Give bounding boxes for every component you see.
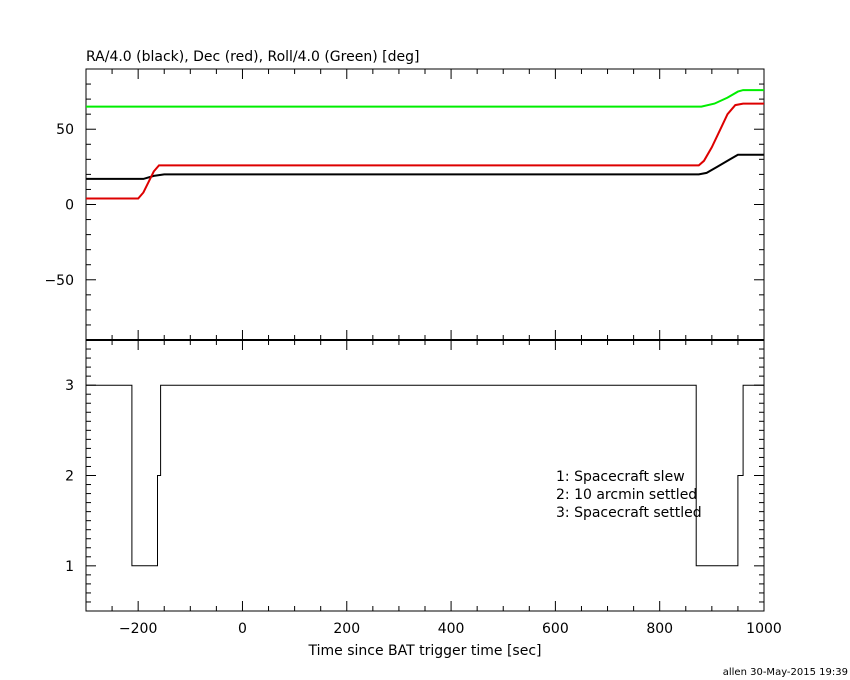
bottom-ticks: 1 2 3 −200 0 200 400 600 800 1000 xyxy=(65,339,782,637)
y-tick-label: 2 xyxy=(65,469,74,485)
x-tick-label: −200 xyxy=(119,621,157,637)
x-tick-label: 600 xyxy=(542,621,569,637)
status-step-line xyxy=(86,384,764,567)
x-tick-label: 400 xyxy=(438,621,465,637)
top-frame xyxy=(85,68,765,341)
x-tick-label: 0 xyxy=(238,621,247,637)
y-tick-label: 3 xyxy=(65,378,74,394)
x-axis-label: Time since BAT trigger time [sec] xyxy=(308,643,542,659)
top-title: RA/4.0 (black), Dec (red), Roll/4.0 (Gre… xyxy=(86,49,419,65)
y-tick-label: 50 xyxy=(56,122,74,138)
legend-item-slew: 1: Spacecraft slew xyxy=(556,469,685,485)
legend-item-settled: 3: Spacecraft settled xyxy=(556,505,702,521)
y-tick-label: 0 xyxy=(65,198,74,214)
top-ticks: −50 0 50 xyxy=(44,68,765,341)
series-line-2 xyxy=(86,89,764,108)
x-tick-label: 800 xyxy=(646,621,673,637)
footer-timestamp: allen 30-May-2015 19:39 xyxy=(723,667,848,678)
y-tick-label: 1 xyxy=(65,559,74,575)
y-tick-label: −50 xyxy=(44,273,74,289)
attitude-panel: RA/4.0 (black), Dec (red), Roll/4.0 (Gre… xyxy=(44,49,765,341)
legend: 1: Spacecraft slew 2: 10 arcmin settled … xyxy=(556,469,702,521)
bottom-series xyxy=(86,384,764,567)
top-series xyxy=(86,89,764,200)
settle-status-panel: 1 2 3 −200 0 200 400 600 800 1000 1: Spacecraft s… xyxy=(65,339,782,659)
x-tick-label: 1000 xyxy=(746,621,782,637)
series-line-1 xyxy=(86,102,764,200)
legend-item-10-arcmin: 2: 10 arcmin settled xyxy=(556,487,697,503)
x-tick-label: 200 xyxy=(333,621,360,637)
series-line-0 xyxy=(86,153,764,180)
